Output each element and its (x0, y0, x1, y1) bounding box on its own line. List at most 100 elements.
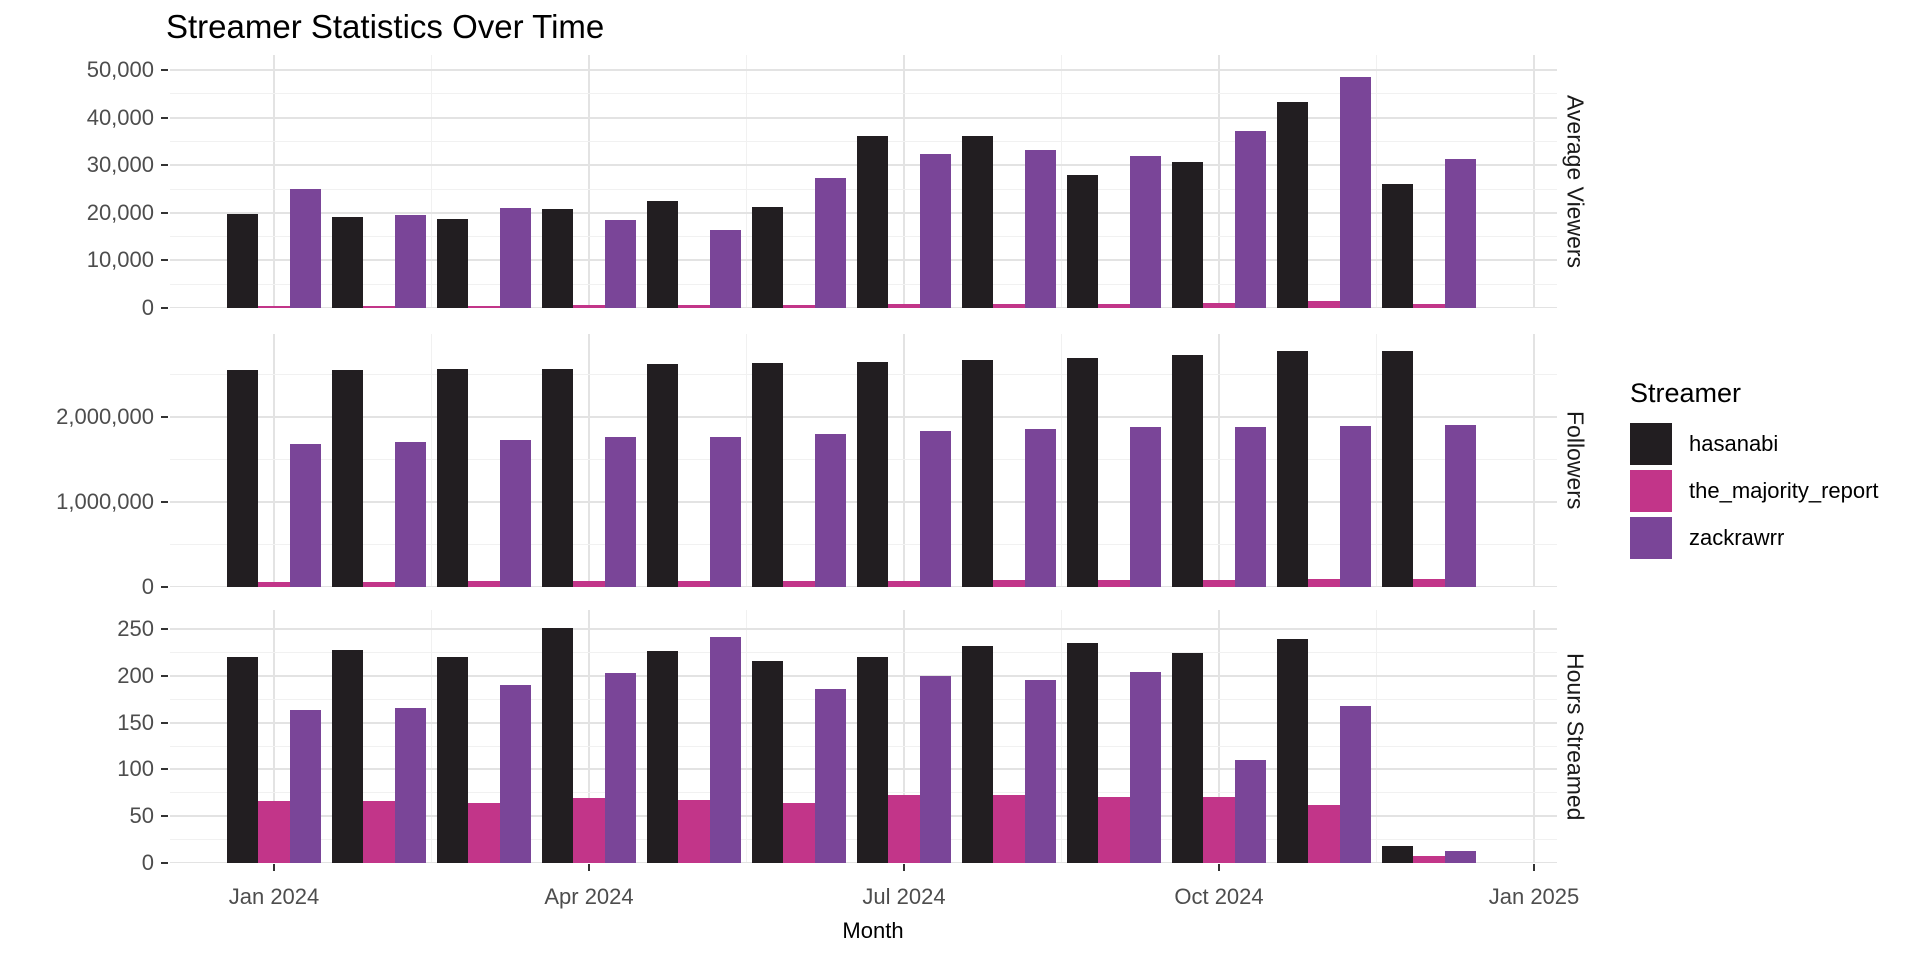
gridline-v-minor-2 (1061, 610, 1062, 863)
bar-hasanabi-oct-2024 (1171, 161, 1204, 308)
bar-hasanabi-nov-2024 (1276, 639, 1309, 863)
bar-zackrawrr-jun-2024 (814, 688, 847, 863)
bar-the-majority-report-jul-2024 (888, 304, 920, 308)
legend-label-the-majority-report: the_majority_report (1689, 478, 1879, 503)
bar-the-majority-report-aug-2024 (993, 580, 1025, 587)
bar-hasanabi-jul-2024 (856, 136, 889, 308)
bar-the-majority-report-oct-2024 (1203, 303, 1235, 308)
bar-hasanabi-jan-2024 (226, 370, 259, 587)
y-tick-label-hours-streamed-3: 150 (117, 709, 154, 735)
bar-the-majority-report-jan-2024 (258, 581, 290, 587)
bar-hasanabi-nov-2024 (1276, 350, 1309, 587)
facet-label-average-viewers: Average Viewers (1562, 94, 1589, 269)
bar-hasanabi-may-2024 (646, 364, 679, 587)
x-tick-mark-1 (588, 864, 590, 871)
bar-hasanabi-feb-2024 (331, 649, 364, 863)
bar-zackrawrr-may-2024 (709, 229, 742, 308)
bar-hasanabi-aug-2024 (961, 136, 994, 308)
y-tick-mark-average-viewers-3 (161, 164, 168, 167)
bar-the-majority-report-sep-2024 (1098, 580, 1130, 587)
bar-hasanabi-sep-2024 (1066, 357, 1099, 587)
bar-the-majority-report-apr-2024 (573, 305, 605, 308)
y-tick-mark-hours-streamed-1 (161, 815, 168, 818)
bar-hasanabi-may-2024 (646, 200, 679, 308)
y-tick-label-average-viewers-5: 50,000 (86, 57, 154, 82)
gridline-v-major-0 (273, 55, 275, 308)
bar-hasanabi-dec-2024 (1381, 350, 1414, 587)
y-tick-mark-average-viewers-2 (161, 211, 168, 214)
legend-swatch-hasanabi (1630, 423, 1672, 465)
legend-item-hasanabi: hasanabi (1630, 423, 1910, 465)
y-tick-mark-hours-streamed-3 (161, 721, 168, 724)
gridline-v-major-2 (903, 610, 905, 863)
bar-the-majority-report-jun-2024 (783, 580, 815, 587)
gridline-v-minor-1 (746, 334, 747, 587)
bar-hasanabi-feb-2024 (331, 217, 364, 308)
bar-zackrawrr-dec-2024 (1444, 424, 1477, 587)
y-tick-mark-average-viewers-4 (161, 116, 168, 119)
bar-zackrawrr-jan-2024 (289, 444, 322, 587)
bar-the-majority-report-jan-2024 (258, 306, 290, 308)
legend-label-hasanabi: hasanabi (1689, 431, 1779, 456)
bar-zackrawrr-oct-2024 (1234, 427, 1267, 587)
gridline-h-major-4 (170, 116, 1557, 119)
bar-hasanabi-jul-2024 (856, 657, 889, 863)
bar-hasanabi-oct-2024 (1171, 354, 1204, 587)
bar-zackrawrr-dec-2024 (1444, 850, 1477, 863)
bar-zackrawrr-nov-2024 (1339, 705, 1372, 863)
gridline-v-major-3 (1218, 55, 1220, 308)
y-tick-label-followers-2: 2,000,000 (56, 404, 154, 429)
bar-the-majority-report-feb-2024 (363, 581, 395, 587)
bar-the-majority-report-jul-2024 (888, 794, 920, 863)
gridline-v-minor-3 (1376, 55, 1377, 308)
gridline-v-major-0 (273, 334, 275, 587)
bar-hasanabi-oct-2024 (1171, 653, 1204, 863)
bar-zackrawrr-mar-2024 (499, 685, 532, 863)
bar-the-majority-report-dec-2024 (1413, 579, 1445, 587)
bar-zackrawrr-sep-2024 (1129, 156, 1162, 308)
bar-the-majority-report-aug-2024 (993, 303, 1025, 308)
y-tick-mark-followers-1 (161, 501, 168, 503)
bar-zackrawrr-jul-2024 (919, 430, 952, 587)
panel-average-viewers (170, 55, 1557, 308)
gridline-v-major-1 (588, 55, 590, 308)
bar-zackrawrr-oct-2024 (1234, 130, 1267, 308)
gridline-h-major-5 (170, 628, 1557, 630)
y-tick-label-followers-0: 0 (141, 574, 154, 599)
bar-zackrawrr-apr-2024 (604, 220, 637, 308)
bar-zackrawrr-nov-2024 (1339, 425, 1372, 587)
gridline-v-major-3 (1218, 610, 1220, 863)
x-tick-mark-3 (1218, 864, 1220, 871)
bar-the-majority-report-may-2024 (678, 305, 710, 308)
bar-zackrawrr-aug-2024 (1024, 149, 1057, 308)
bar-zackrawrr-jun-2024 (814, 178, 847, 308)
x-tick-label-4: Jan 2025 (1488, 884, 1580, 909)
bar-hasanabi-jun-2024 (751, 363, 784, 587)
bar-hasanabi-mar-2024 (436, 369, 469, 587)
panel-followers (170, 334, 1557, 587)
bar-the-majority-report-jan-2024 (258, 801, 290, 863)
bar-hasanabi-aug-2024 (961, 645, 994, 863)
bar-hasanabi-mar-2024 (436, 219, 469, 308)
bar-the-majority-report-mar-2024 (468, 581, 500, 587)
bar-hasanabi-dec-2024 (1381, 183, 1414, 308)
bar-hasanabi-nov-2024 (1276, 101, 1309, 308)
bar-zackrawrr-oct-2024 (1234, 760, 1267, 863)
bar-hasanabi-apr-2024 (541, 628, 574, 863)
bar-zackrawrr-jul-2024 (919, 675, 952, 863)
bar-the-majority-report-mar-2024 (468, 305, 500, 308)
y-tick-mark-hours-streamed-5 (161, 628, 168, 630)
bar-zackrawrr-jan-2024 (289, 189, 322, 308)
bar-hasanabi-feb-2024 (331, 370, 364, 587)
bar-zackrawrr-may-2024 (709, 436, 742, 587)
bar-the-majority-report-aug-2024 (993, 794, 1025, 863)
bar-the-majority-report-jul-2024 (888, 580, 920, 587)
gridline-v-minor-1 (746, 610, 747, 863)
bar-the-majority-report-dec-2024 (1413, 855, 1445, 863)
legend-title: Streamer (1630, 378, 1742, 408)
bar-hasanabi-jun-2024 (751, 206, 784, 308)
bar-the-majority-report-sep-2024 (1098, 303, 1130, 308)
x-tick-label-1: Apr 2024 (544, 884, 634, 909)
chart-title: Streamer Statistics Over Time (166, 8, 605, 45)
